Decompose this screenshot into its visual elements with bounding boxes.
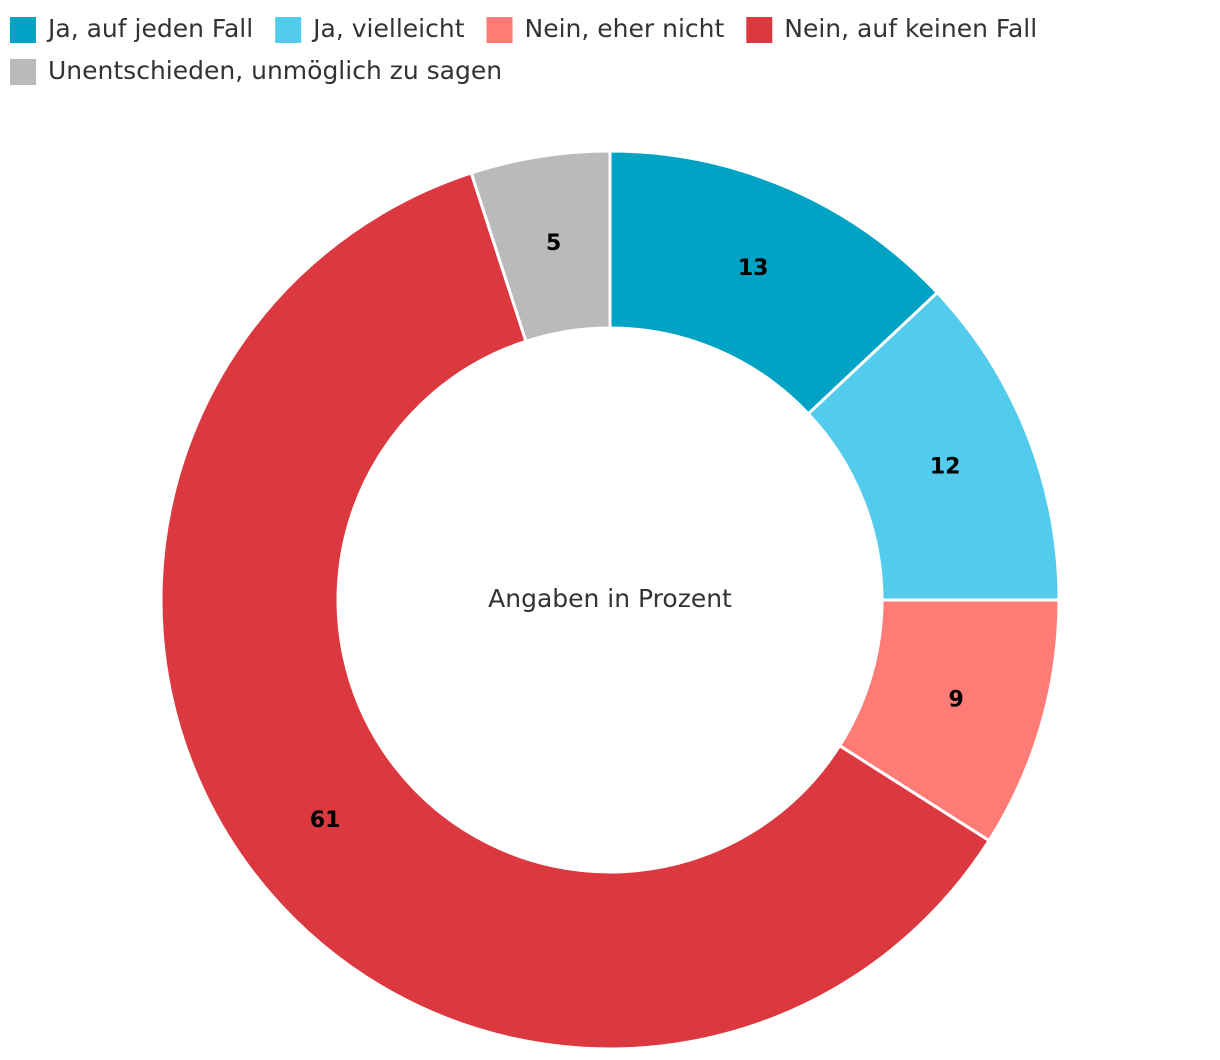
legend-label: Ja, vielleicht (311, 14, 465, 43)
legend-swatch (10, 17, 36, 43)
legend-label: Unentschieden, unmöglich zu sagen (48, 56, 502, 85)
legend-item: Ja, auf jeden Fall (10, 14, 253, 43)
legend: Ja, auf jeden Fall Ja, vielleicht Nein, eh… (10, 14, 1037, 85)
slice (469, 149, 612, 344)
value-label: 5 (546, 231, 561, 256)
value-label: 12 (930, 454, 961, 479)
legend-swatch (275, 17, 302, 43)
legend-swatch (10, 59, 36, 85)
legend-item: Unentschieden, unmöglich zu sagen (10, 56, 502, 85)
slice (159, 171, 992, 1051)
value-label: 61 (310, 808, 341, 833)
legend-item: Nein, auf keinen Fall (746, 14, 1037, 43)
value-label: 9 (949, 688, 964, 713)
legend-item: Nein, eher nicht (486, 14, 725, 43)
legend-label: Nein, eher nicht (525, 14, 725, 43)
legend-item: Ja, vielleicht (275, 14, 465, 43)
legend-swatch (746, 17, 773, 43)
legend-label: Nein, auf keinen Fall (784, 14, 1037, 43)
legend-label: Ja, auf jeden Fall (46, 14, 253, 43)
legend-swatch (486, 17, 513, 43)
center-annotation: Angaben in Prozent (488, 584, 732, 613)
slices: 13 12 9 61 5 (159, 149, 1061, 1051)
value-label: 13 (738, 256, 769, 281)
slice (806, 290, 1061, 602)
